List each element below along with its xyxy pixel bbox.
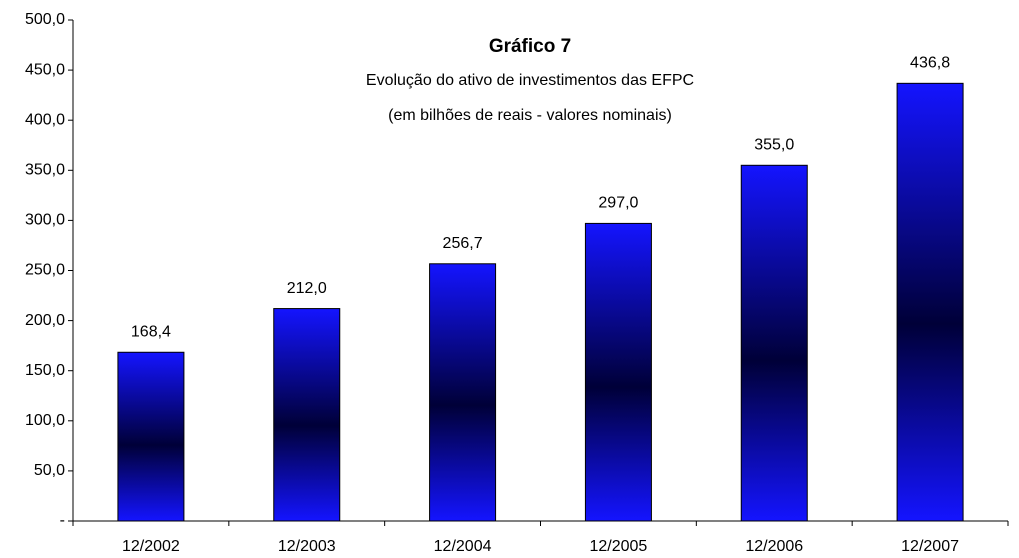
x-tick-label: 12/2007 [901,538,959,555]
x-tick-label: 12/2004 [434,538,492,555]
data-label: 212,0 [287,280,327,297]
y-tick-label: 50,0 [34,462,65,479]
data-label: 256,7 [443,235,483,252]
bar [117,351,185,522]
bar [740,164,808,522]
data-label: 168,4 [131,323,171,340]
y-tick-label: 200,0 [25,312,65,329]
x-tick-label: 12/2005 [589,538,647,555]
x-tick-label: 12/2006 [745,538,803,555]
y-tick-label: 250,0 [25,262,65,279]
y-tick-label: 300,0 [25,212,65,229]
y-tick-label: 450,0 [25,61,65,78]
data-label: 436,8 [910,55,950,72]
x-tick-label: 12/2002 [122,538,180,555]
bar [896,82,964,522]
y-tick-label: 350,0 [25,162,65,179]
chart-title: Gráfico 7 [489,36,571,57]
y-tick-label: - [60,512,65,529]
data-label: 297,0 [598,195,638,212]
bar [273,308,341,522]
x-tick-label: 12/2003 [278,538,336,555]
chart-subtitle: (em bilhões de reais - valores nominais) [388,107,672,124]
data-label: 355,0 [754,137,794,154]
y-tick-label: 400,0 [25,111,65,128]
y-tick-label: 150,0 [25,362,65,379]
y-tick-label: 100,0 [25,412,65,429]
y-tick-label: 500,0 [25,11,65,28]
chart-subtitle: Evolução do ativo de investimentos das E… [366,72,694,89]
bar [584,222,652,522]
bar [429,263,497,522]
